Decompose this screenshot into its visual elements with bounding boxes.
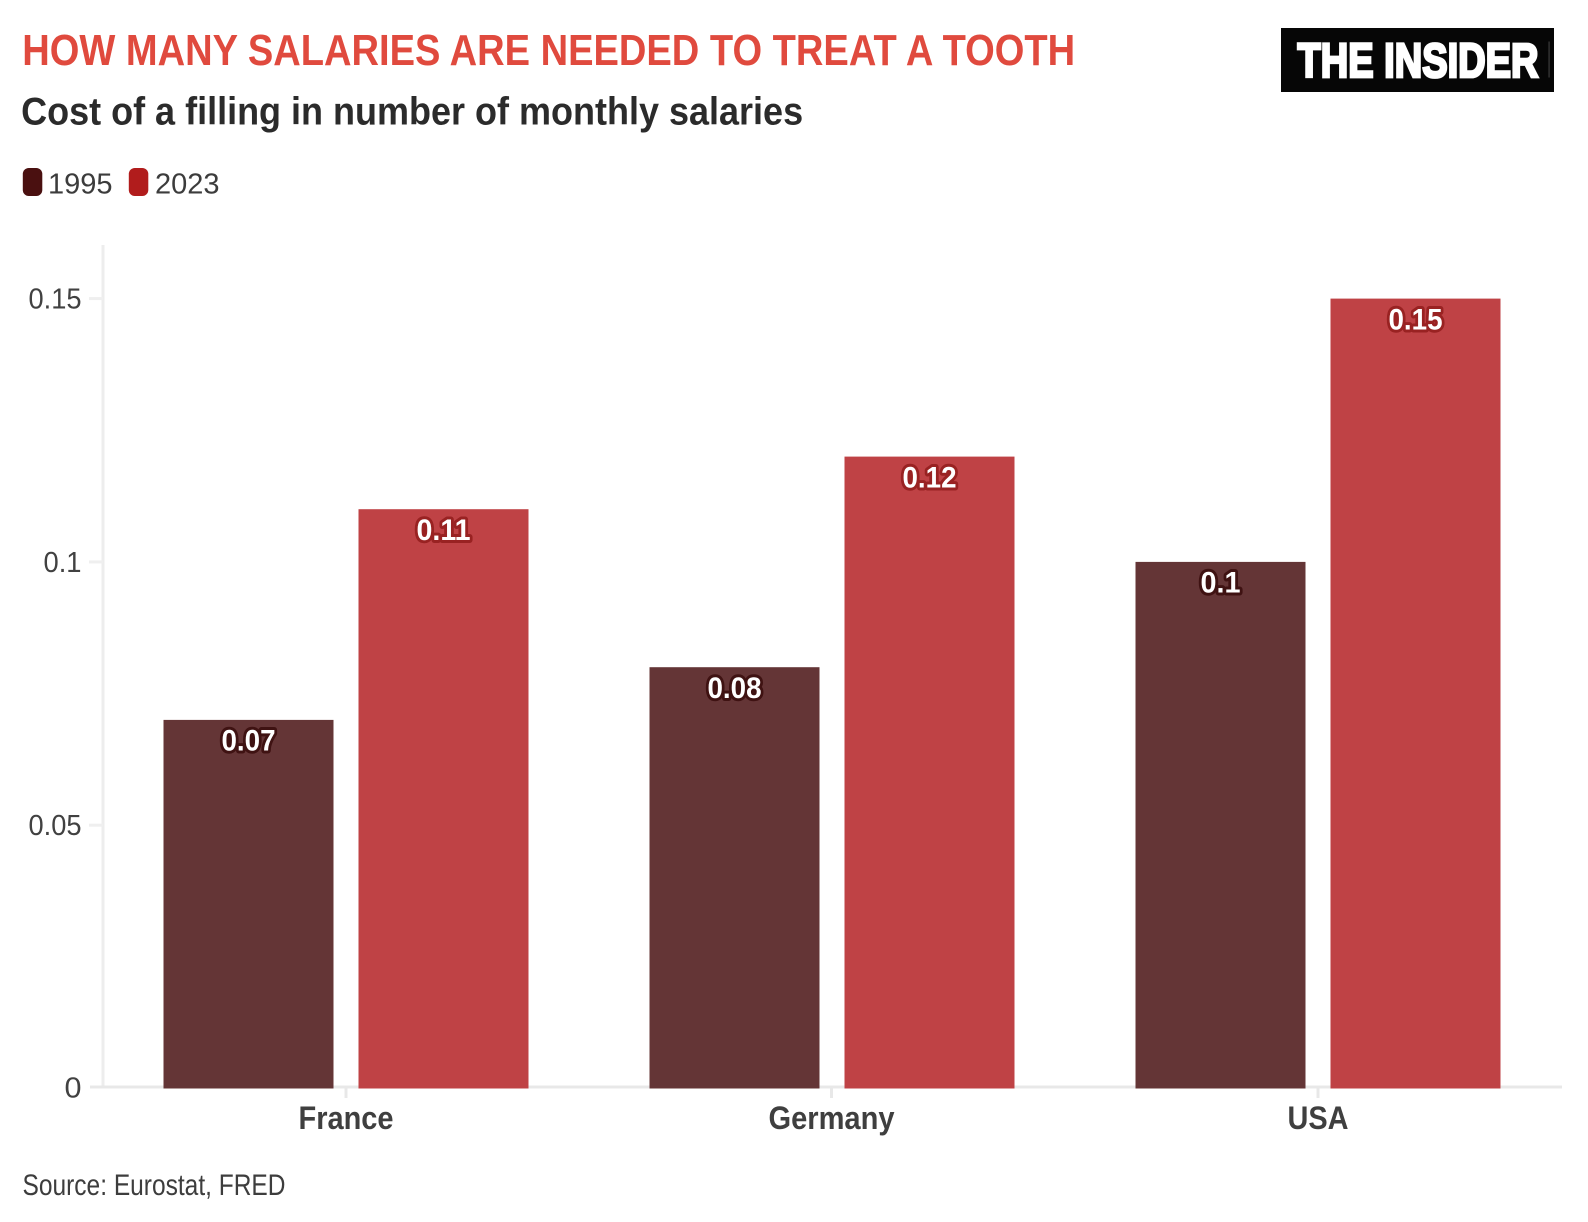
svg-text:THE INSIDER: THE INSIDER [1298,35,1539,88]
svg-text:0: 0 [65,1073,82,1105]
svg-text:0.07: 0.07 [222,725,276,758]
svg-text:0.11: 0.11 [417,514,471,547]
svg-text:0.12: 0.12 [903,461,957,494]
svg-text:HOW MANY SALARIES ARE NEEDED T: HOW MANY SALARIES ARE NEEDED TO TREAT A … [22,27,1075,75]
svg-text:0.1: 0.1 [44,547,82,579]
svg-text:0.15: 0.15 [29,284,82,316]
svg-text:Cost of a filling in number of: Cost of a filling in number of monthly s… [21,91,803,134]
svg-text:Source: Eurostat, FRED: Source: Eurostat, FRED [23,1169,286,1202]
svg-text:0.05: 0.05 [29,810,82,842]
svg-text:1995: 1995 [48,168,113,200]
svg-text:0.1: 0.1 [1201,567,1241,600]
svg-text:USA: USA [1288,1100,1349,1136]
svg-text:Germany: Germany [769,1100,895,1136]
svg-text:France: France [299,1100,394,1136]
svg-text:0.08: 0.08 [708,672,762,705]
svg-text:2023: 2023 [155,168,220,200]
svg-text:0.15: 0.15 [1389,303,1443,336]
